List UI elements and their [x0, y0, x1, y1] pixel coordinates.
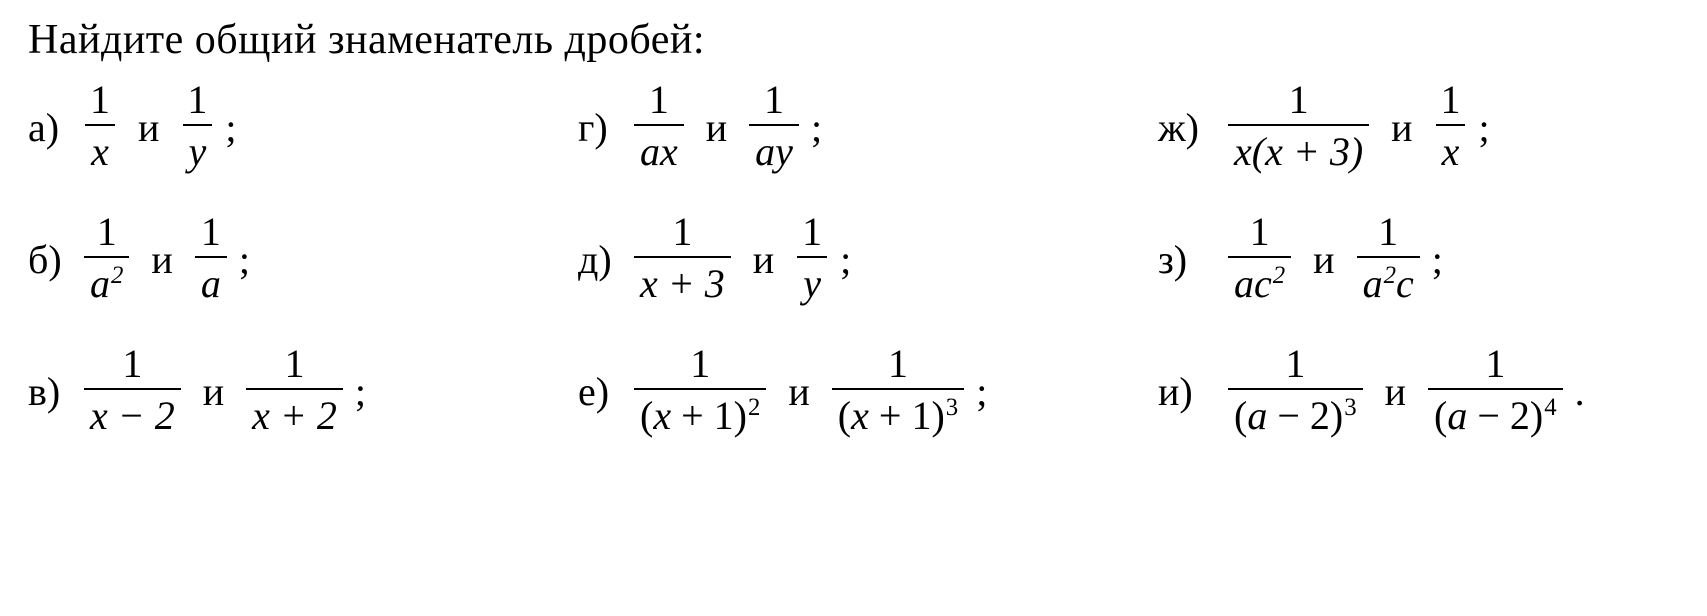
problem-g: г) 1 ax и 1 ay ; [578, 78, 1138, 176]
den-e2: (x + 1)3 [832, 388, 964, 440]
problems-grid: а) 1 x и 1 y ; г) 1 ax и 1 ay ; ж) 1 x(x… [28, 78, 1679, 440]
punct-i: . [1575, 368, 1585, 415]
problem-i: и) 1 (a − 2)3 и 1 (a − 2)4 . [1158, 342, 1679, 440]
den-g1: ax [634, 124, 684, 176]
punct-b: ; [239, 236, 250, 283]
num-a1: 1 [84, 78, 116, 124]
page-title: Найдите общий знаменатель дробей: [28, 16, 1679, 64]
label-i: и) [1158, 368, 1224, 415]
problem-v: в) 1 x − 2 и 1 x + 2 ; [28, 342, 558, 440]
num-b1: 1 [91, 210, 123, 256]
den-a1: x [85, 124, 115, 176]
fraction-g2: 1 ay [749, 78, 799, 176]
punct-d: ; [840, 236, 851, 283]
fraction-z2: 1 a2c [1357, 210, 1420, 308]
num-g1: 1 [643, 78, 675, 124]
den-i2: (a − 2)4 [1428, 388, 1563, 440]
den-d1: x + 3 [634, 256, 731, 308]
label-z: з) [1158, 236, 1224, 283]
den-z2: a2c [1357, 256, 1420, 308]
label-zh: ж) [1158, 104, 1224, 151]
conj-zh: и [1391, 104, 1412, 151]
num-a2: 1 [181, 78, 213, 124]
punct-e: ; [976, 368, 987, 415]
den-d2: y [797, 256, 827, 308]
conj-a: и [138, 104, 159, 151]
num-z2: 1 [1372, 210, 1404, 256]
punct-z: ; [1432, 236, 1443, 283]
conj-z: и [1313, 236, 1334, 283]
punct-a: ; [225, 104, 236, 151]
den-g2: ay [749, 124, 799, 176]
fraction-d2: 1 y [796, 210, 828, 308]
num-g2: 1 [758, 78, 790, 124]
label-a: а) [28, 104, 80, 151]
fraction-v1: 1 x − 2 [84, 342, 181, 440]
fraction-e1: 1 (x + 1)2 [634, 342, 766, 440]
conj-e: и [788, 368, 809, 415]
den-v2: x + 2 [246, 388, 343, 440]
fraction-b2: 1 a [195, 210, 227, 308]
fraction-zh2: 1 x [1435, 78, 1467, 176]
num-zh2: 1 [1435, 78, 1467, 124]
num-e1: 1 [684, 342, 716, 388]
label-d: д) [578, 236, 630, 283]
den-zh1: x(x + 3) [1228, 124, 1369, 176]
problem-zh: ж) 1 x(x + 3) и 1 x ; [1158, 78, 1679, 176]
num-zh1: 1 [1283, 78, 1315, 124]
den-b1: a2 [84, 256, 129, 308]
fraction-zh1: 1 x(x + 3) [1228, 78, 1369, 176]
den-zh2: x [1436, 124, 1466, 176]
fraction-d1: 1 x + 3 [634, 210, 731, 308]
fraction-v2: 1 x + 2 [246, 342, 343, 440]
fraction-i1: 1 (a − 2)3 [1228, 342, 1363, 440]
conj-g: и [706, 104, 727, 151]
punct-g: ; [811, 104, 822, 151]
problem-z: з) 1 ac2 и 1 a2c ; [1158, 210, 1679, 308]
den-a2: y [183, 124, 213, 176]
fraction-i2: 1 (a − 2)4 [1428, 342, 1563, 440]
den-z1: ac2 [1228, 256, 1291, 308]
problem-a: а) 1 x и 1 y ; [28, 78, 558, 176]
num-e2: 1 [882, 342, 914, 388]
fraction-a2: 1 y [181, 78, 213, 176]
fraction-a1: 1 x [84, 78, 116, 176]
problem-e: е) 1 (x + 1)2 и 1 (x + 1)3 ; [578, 342, 1138, 440]
num-d1: 1 [666, 210, 698, 256]
num-v2: 1 [279, 342, 311, 388]
label-b: б) [28, 236, 80, 283]
num-i2: 1 [1479, 342, 1511, 388]
den-e1: (x + 1)2 [634, 388, 766, 440]
conj-i: и [1385, 368, 1406, 415]
label-v: в) [28, 368, 80, 415]
num-i1: 1 [1279, 342, 1311, 388]
den-v1: x − 2 [84, 388, 181, 440]
den-b2: a [195, 256, 227, 308]
label-g: г) [578, 104, 630, 151]
num-d2: 1 [796, 210, 828, 256]
problem-d: д) 1 x + 3 и 1 y ; [578, 210, 1138, 308]
num-v1: 1 [116, 342, 148, 388]
conj-d: и [753, 236, 774, 283]
num-z1: 1 [1244, 210, 1276, 256]
den-i1: (a − 2)3 [1228, 388, 1363, 440]
fraction-z1: 1 ac2 [1228, 210, 1291, 308]
fraction-e2: 1 (x + 1)3 [832, 342, 964, 440]
punct-v: ; [355, 368, 366, 415]
fraction-b1: 1 a2 [84, 210, 129, 308]
num-b2: 1 [195, 210, 227, 256]
conj-v: и [203, 368, 224, 415]
label-e: е) [578, 368, 630, 415]
conj-b: и [151, 236, 172, 283]
punct-zh: ; [1479, 104, 1490, 151]
fraction-g1: 1 ax [634, 78, 684, 176]
problem-b: б) 1 a2 и 1 a ; [28, 210, 558, 308]
